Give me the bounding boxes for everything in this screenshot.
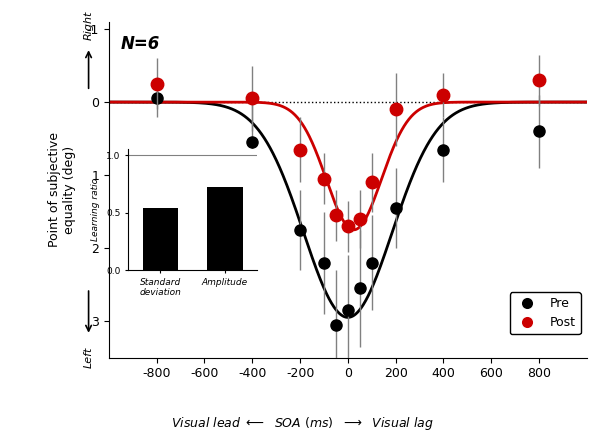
Text: N=6: N=6 <box>121 35 160 53</box>
Y-axis label: Point of subjective
equality (deg): Point of subjective equality (deg) <box>48 132 76 247</box>
Text: Visual lead $\longleftarrow$  $\it{SOA\ (ms)}$  $\longrightarrow$  Visual lag: Visual lead $\longleftarrow$ $\it{SOA\ (… <box>171 415 434 432</box>
Legend: Pre, Post: Pre, Post <box>509 292 581 334</box>
Text: Left: Left <box>83 347 94 368</box>
Text: Right: Right <box>83 10 94 40</box>
